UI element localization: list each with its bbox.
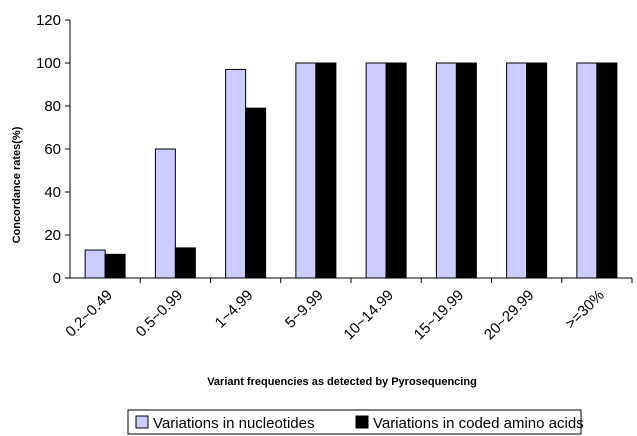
x-tick-label: >=30% [562,287,608,333]
x-tick-label: 15~19.99 [411,287,468,344]
y-tick-label: 100 [36,55,61,72]
bar-nucleotides-5 [435,62,457,279]
x-tick-label: 1~4.99 [212,287,257,332]
bar-amino-acids-2 [245,107,267,279]
legend-swatch-nucleotides [135,415,149,429]
bar-amino-acids-4 [385,62,407,279]
y-tick-label: 40 [44,184,61,201]
bar-nucleotides-1 [154,148,176,279]
bar-nucleotides-4 [365,62,387,279]
legend-label-nucleotides: Variations in nucleotides [153,415,314,432]
y-tick-label: 80 [44,98,61,115]
legend-box [127,409,582,435]
bar-amino-acids-0 [104,253,126,279]
bar-amino-acids-3 [315,62,337,279]
y-tick-label: 120 [36,12,61,29]
x-tick-label: 5~9.99 [282,287,327,332]
x-tick-label: 10~14.99 [340,287,397,344]
bars [84,62,618,279]
x-axis-label: Variant frequencies as detected by Pyros… [207,376,477,388]
legend-swatch-amino-acids [355,415,369,429]
x-tick-label: 0.2~0.49 [62,287,116,341]
y-tick-label: 20 [44,227,61,244]
bar-amino-acids-7 [596,62,618,279]
x-axis-ticks: 0.2~0.49 0.5~0.99 1~4.99 5~9.99 10~14.99 15~1… [62,278,633,344]
bar-nucleotides-7 [576,62,598,279]
x-tick-label: 0.5~0.99 [133,287,187,341]
y-tick-label: 0 [53,270,61,287]
bar-amino-acids-1 [174,247,196,279]
y-axis-label: Concordance rates(%) [11,126,23,243]
bar-amino-acids-6 [526,62,548,279]
y-tick-label: 60 [44,141,61,158]
bar-amino-acids-5 [455,62,477,279]
bar-nucleotides-0 [84,249,106,279]
bar-nucleotides-2 [225,68,247,279]
bar-nucleotides-6 [506,62,528,279]
y-axis-ticks: 0 20 40 60 80 100 120 [36,12,70,287]
legend-label-amino-acids: Variations in coded amino acids [373,415,584,432]
bar-nucleotides-3 [295,62,317,279]
x-tick-label: 20~29.99 [481,287,538,344]
legend: Variations in nucleotides Variations in … [127,409,584,435]
